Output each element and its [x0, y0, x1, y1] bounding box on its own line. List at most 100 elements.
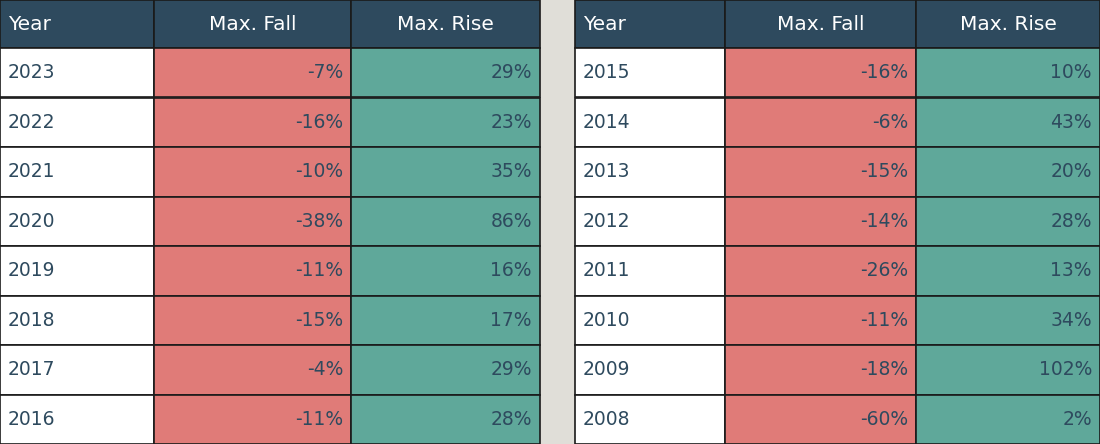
Bar	[575, 147, 725, 197]
Text: -16%: -16%	[295, 113, 343, 132]
Bar	[916, 345, 1100, 395]
Bar	[725, 147, 916, 197]
Text: 2008: 2008	[583, 410, 630, 429]
Text: Max. Fall: Max. Fall	[777, 15, 865, 33]
Bar	[725, 345, 916, 395]
Bar	[154, 98, 351, 147]
Bar	[154, 246, 351, 296]
Text: 2015: 2015	[583, 63, 630, 82]
Bar	[351, 296, 540, 345]
Text: 13%: 13%	[1050, 261, 1092, 280]
Bar	[575, 98, 725, 147]
Bar	[154, 0, 351, 48]
Bar	[0, 147, 154, 197]
Text: 34%: 34%	[1050, 311, 1092, 330]
Bar	[0, 48, 154, 98]
Bar	[725, 48, 916, 98]
Bar	[575, 197, 725, 246]
Bar	[916, 395, 1100, 444]
Bar	[0, 197, 154, 246]
Text: -14%: -14%	[860, 212, 909, 231]
Text: Max. Rise: Max. Rise	[959, 15, 1057, 33]
Text: 20%: 20%	[1050, 162, 1092, 181]
Text: 2012: 2012	[583, 212, 630, 231]
Text: -18%: -18%	[860, 360, 909, 379]
Bar	[916, 197, 1100, 246]
Text: -6%: -6%	[872, 113, 909, 132]
Text: 2013: 2013	[583, 162, 630, 181]
Text: 2022: 2022	[8, 113, 55, 132]
Bar	[0, 395, 154, 444]
Bar	[0, 246, 154, 296]
Text: -16%: -16%	[860, 63, 909, 82]
Bar	[916, 147, 1100, 197]
Text: Max. Fall: Max. Fall	[209, 15, 296, 33]
Bar	[575, 296, 725, 345]
Bar	[154, 48, 351, 98]
Bar	[725, 246, 916, 296]
Text: -11%: -11%	[860, 311, 909, 330]
Bar	[575, 395, 725, 444]
Bar	[725, 197, 916, 246]
Bar	[154, 296, 351, 345]
Bar	[916, 98, 1100, 147]
Bar	[725, 0, 916, 48]
Bar	[0, 0, 154, 48]
Text: 23%: 23%	[491, 113, 532, 132]
Bar	[916, 246, 1100, 296]
Text: 17%: 17%	[491, 311, 532, 330]
Text: Max. Rise: Max. Rise	[397, 15, 494, 33]
Text: 2021: 2021	[8, 162, 55, 181]
Bar	[916, 296, 1100, 345]
Bar	[540, 0, 575, 444]
Text: -11%: -11%	[295, 261, 343, 280]
Text: 2020: 2020	[8, 212, 55, 231]
Text: -15%: -15%	[860, 162, 909, 181]
Bar	[351, 147, 540, 197]
Bar	[154, 395, 351, 444]
Bar	[725, 98, 916, 147]
Bar	[575, 246, 725, 296]
Text: 29%: 29%	[491, 63, 532, 82]
Text: 86%: 86%	[491, 212, 532, 231]
Text: 28%: 28%	[491, 410, 532, 429]
Text: 2017: 2017	[8, 360, 55, 379]
Text: -15%: -15%	[295, 311, 343, 330]
Bar	[725, 395, 916, 444]
Text: 16%: 16%	[491, 261, 532, 280]
Bar	[575, 345, 725, 395]
Text: -26%: -26%	[860, 261, 909, 280]
Text: 2016: 2016	[8, 410, 55, 429]
Bar	[154, 147, 351, 197]
Bar	[351, 395, 540, 444]
Text: 35%: 35%	[491, 162, 532, 181]
Text: 29%: 29%	[491, 360, 532, 379]
Bar	[575, 0, 725, 48]
Text: 2009: 2009	[583, 360, 630, 379]
Text: -7%: -7%	[307, 63, 343, 82]
Bar	[154, 345, 351, 395]
Bar	[575, 48, 725, 98]
Bar	[351, 98, 540, 147]
Bar	[154, 197, 351, 246]
Text: 2%: 2%	[1063, 410, 1092, 429]
Text: 2018: 2018	[8, 311, 55, 330]
Bar	[725, 296, 916, 345]
Text: 28%: 28%	[1050, 212, 1092, 231]
Text: 10%: 10%	[1050, 63, 1092, 82]
Bar	[916, 0, 1100, 48]
Bar	[0, 98, 154, 147]
Text: 2014: 2014	[583, 113, 630, 132]
Bar	[351, 246, 540, 296]
Bar	[351, 345, 540, 395]
Bar	[0, 296, 154, 345]
Bar	[351, 0, 540, 48]
Text: 102%: 102%	[1038, 360, 1092, 379]
Text: -60%: -60%	[860, 410, 909, 429]
Text: -11%: -11%	[295, 410, 343, 429]
Text: 2010: 2010	[583, 311, 630, 330]
Text: 2023: 2023	[8, 63, 55, 82]
Text: -4%: -4%	[307, 360, 343, 379]
Text: 43%: 43%	[1050, 113, 1092, 132]
Text: 2011: 2011	[583, 261, 630, 280]
